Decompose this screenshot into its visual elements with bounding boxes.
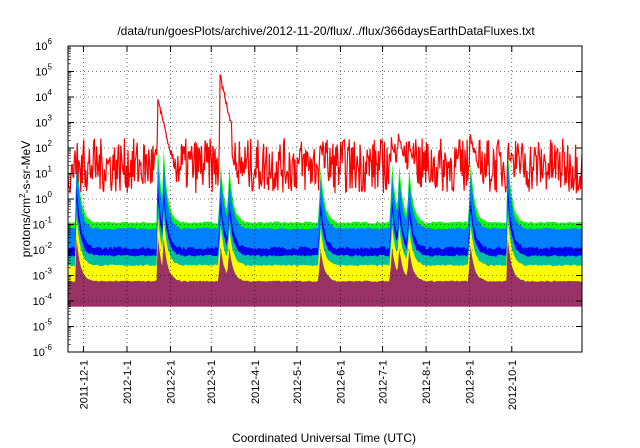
y-tick-label: 101 bbox=[35, 165, 52, 181]
y-axis-label-sup: 2 bbox=[18, 193, 27, 198]
flux-bands bbox=[68, 147, 582, 352]
series-red bbox=[67, 74, 583, 194]
y-tick-label: 100 bbox=[35, 190, 52, 206]
y-tick-label: 10-1 bbox=[33, 216, 53, 232]
y-tick-label: 103 bbox=[35, 114, 52, 130]
y-tick-label: 10-5 bbox=[33, 318, 53, 334]
plot-area bbox=[67, 74, 583, 352]
x-tick-label: 2012-7-1 bbox=[378, 360, 390, 404]
red-flux-line bbox=[67, 74, 583, 194]
chart-title: /data/run/goesPlots/archive/2012-11-20/f… bbox=[117, 24, 535, 38]
x-tick-label: 2011-12-1 bbox=[78, 360, 90, 409]
y-tick-label: 10-6 bbox=[33, 343, 53, 359]
below-floor-mask bbox=[68, 306, 582, 352]
x-tick-label: 2012-2-1 bbox=[166, 360, 178, 404]
x-tick-label: 2012-10-1 bbox=[507, 360, 519, 410]
grid-lines bbox=[68, 46, 582, 352]
y-axis: 10-6 10-5 10-4 10-3 10-2 10-1 100 101 102 103 104 1… bbox=[33, 37, 582, 359]
x-tick-label: 2012-1-1 bbox=[122, 360, 134, 404]
y-tick-label: 102 bbox=[35, 139, 52, 155]
y-tick-label: 10-4 bbox=[33, 292, 53, 308]
x-tick-label: 2012-5-1 bbox=[292, 360, 304, 404]
y-tick-label: 104 bbox=[35, 88, 52, 104]
x-tick-label: 2012-8-1 bbox=[421, 360, 433, 404]
x-tick-label: 2012-9-1 bbox=[465, 360, 477, 404]
x-tick-label: 2012-6-1 bbox=[335, 360, 347, 404]
y-axis-label-tail: -s-sr-MeV bbox=[19, 141, 33, 194]
y-tick-label: 105 bbox=[35, 63, 52, 79]
y-axis-label: protons/cm2-s-sr-MeV bbox=[18, 141, 33, 257]
x-tick-label: 2012-4-1 bbox=[250, 360, 262, 404]
y-tick-label: 106 bbox=[35, 37, 52, 53]
y-axis-label-base: protons/cm bbox=[19, 198, 33, 257]
x-axis: 2011-12-1 2012-1-1 2012-2-1 2012-3-1 2012-4-… bbox=[78, 46, 519, 410]
x-tick-label: 2012-3-1 bbox=[206, 360, 218, 404]
y-tick-label: 10-3 bbox=[33, 267, 53, 283]
y-tick-label: 10-2 bbox=[33, 241, 53, 257]
x-axis-label: Coordinated Universal Time (UTC) bbox=[232, 431, 416, 445]
